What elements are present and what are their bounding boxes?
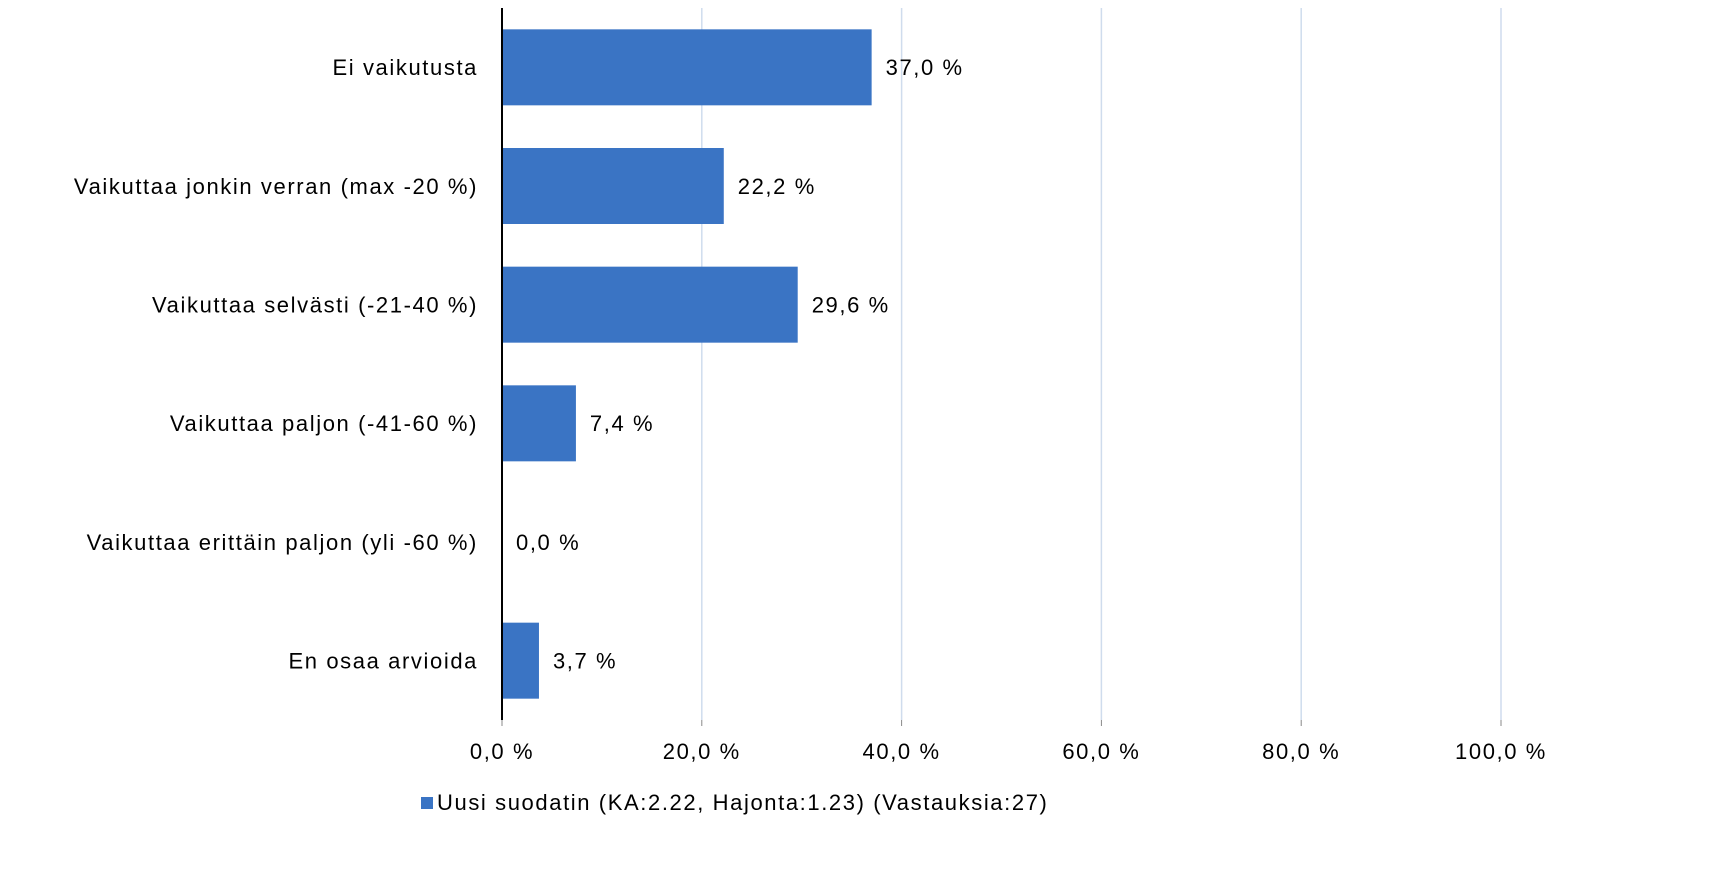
- bar: [502, 148, 724, 224]
- legend-label: Uusi suodatin (KA:2.22, Hajonta:1.23) (V…: [437, 790, 1048, 815]
- y-tick-label: Vaikuttaa erittäin paljon (yli -60 %): [87, 530, 478, 555]
- x-tick-label: 100,0 %: [1455, 739, 1547, 764]
- x-tick-label: 60,0 %: [1062, 739, 1140, 764]
- bar: [502, 622, 539, 699]
- legend-swatch: [421, 797, 433, 809]
- x-tick-label: 40,0 %: [863, 739, 941, 764]
- y-tick-label: Vaikuttaa jonkin verran (max -20 %): [74, 174, 478, 199]
- y-tick-label: En osaa arvioida: [289, 648, 478, 673]
- x-tick-label: 20,0 %: [663, 739, 741, 764]
- value-label: 37,0 %: [886, 55, 964, 80]
- value-label: 7,4 %: [590, 411, 654, 436]
- value-label: 29,6 %: [812, 292, 890, 317]
- x-tick-label: 0,0 %: [470, 739, 534, 764]
- value-label: 3,7 %: [553, 648, 617, 673]
- y-tick-label: Ei vaikutusta: [332, 55, 478, 80]
- bar: [502, 29, 872, 106]
- bar: [502, 266, 798, 343]
- bar: [502, 385, 576, 462]
- value-label: 0,0 %: [516, 530, 580, 555]
- x-tick-label: 80,0 %: [1262, 739, 1340, 764]
- value-label: 22,2 %: [738, 174, 816, 199]
- y-tick-label: Vaikuttaa selvästi (-21-40 %): [152, 292, 478, 317]
- y-tick-label: Vaikuttaa paljon (-41-60 %): [170, 411, 478, 436]
